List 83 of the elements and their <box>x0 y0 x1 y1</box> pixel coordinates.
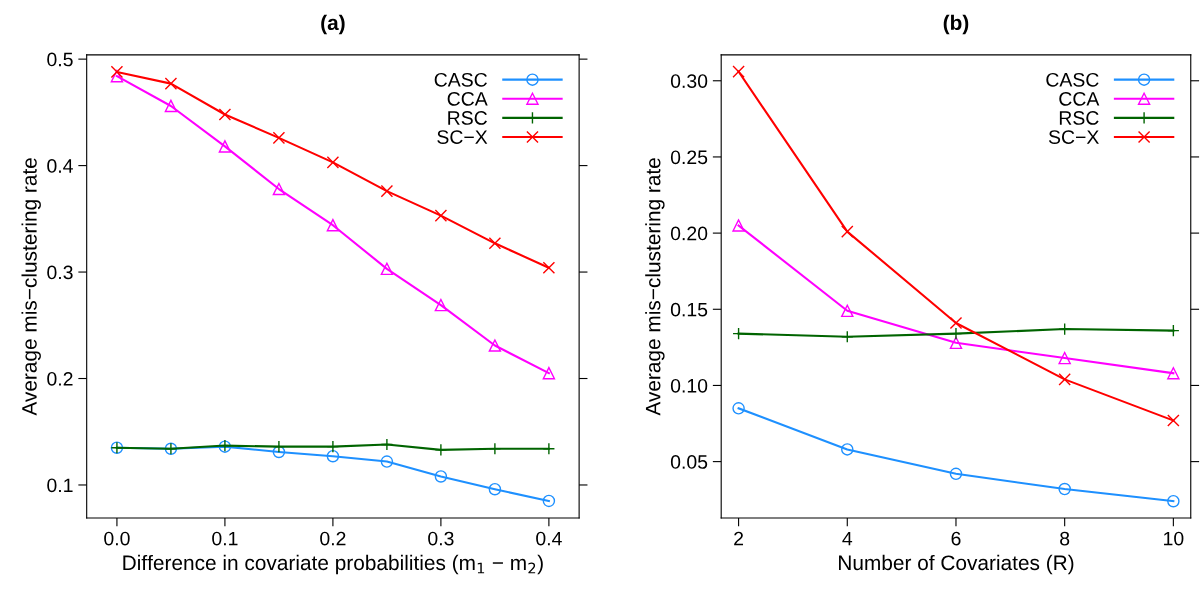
x-tick-label: 10 <box>1164 531 1184 546</box>
y-axis-title: Average mis−clustering rate <box>645 158 665 416</box>
point <box>732 402 745 415</box>
point <box>434 470 448 483</box>
point <box>272 182 286 196</box>
point <box>488 339 502 352</box>
x-tick-label: 2 <box>734 531 744 546</box>
legend-label: SC−X <box>437 130 488 144</box>
chart-title: (b) <box>943 14 969 35</box>
point <box>1167 367 1180 380</box>
point <box>164 77 178 90</box>
point <box>732 219 745 232</box>
point <box>949 327 963 340</box>
y-tick-label: 0.5 <box>47 52 73 67</box>
y-tick-label: 0.4 <box>47 159 73 173</box>
point <box>542 442 556 456</box>
point <box>542 261 556 275</box>
point <box>218 108 232 121</box>
point <box>1167 414 1180 427</box>
x-tick-label: 0.3 <box>428 531 454 546</box>
legend-label: CASC <box>1046 72 1099 87</box>
x-tick-label: 0.2 <box>320 531 346 546</box>
point <box>218 140 232 153</box>
point <box>380 455 394 468</box>
point <box>272 445 286 459</box>
point <box>488 442 502 456</box>
point <box>488 237 502 250</box>
point <box>272 131 286 145</box>
point <box>1058 373 1071 386</box>
point <box>380 438 394 451</box>
y-tick-label: 0.25 <box>670 150 708 165</box>
point <box>841 443 854 456</box>
y-tick-label: 0.15 <box>670 302 708 317</box>
point <box>326 218 340 232</box>
point <box>841 225 854 238</box>
x-tick-label: 6 <box>951 531 961 546</box>
y-tick-label: 0.1 <box>47 478 73 493</box>
legend-label: CCA <box>447 91 488 106</box>
y-tick-label: 0.2 <box>47 371 73 386</box>
point <box>1167 324 1180 337</box>
point <box>542 494 556 508</box>
point <box>1058 322 1071 336</box>
legend-label: CCA <box>1059 91 1100 106</box>
point <box>542 366 556 380</box>
y-tick-label: 0.10 <box>670 378 708 393</box>
point <box>841 304 854 318</box>
legend-label: RSC <box>1059 111 1099 125</box>
y-tick-label: 0.30 <box>670 74 708 89</box>
point <box>841 330 854 343</box>
legend-label: CASC <box>434 72 487 87</box>
point <box>326 440 340 453</box>
point <box>434 443 448 457</box>
x-tick-label: 0.0 <box>104 531 130 546</box>
point <box>1167 494 1180 508</box>
point <box>434 209 448 222</box>
point <box>380 262 394 276</box>
y-tick-label: 0.3 <box>47 265 73 280</box>
x-tick-label: 4 <box>842 531 853 546</box>
point <box>949 336 963 350</box>
point <box>488 482 502 496</box>
y-tick-label: 0.05 <box>670 455 708 469</box>
x-axis-title: Difference in covariate probabilities (m$_{1}$ − m$_{2}$) <box>123 554 543 575</box>
point <box>164 99 178 113</box>
legend-label: SC−X <box>1048 130 1099 144</box>
point <box>326 156 340 169</box>
chart-title: (a) <box>321 14 345 35</box>
legend-label: RSC <box>448 111 487 125</box>
y-axis-title: Average mis−clustering rate <box>21 158 41 416</box>
point <box>272 440 286 453</box>
point <box>949 316 963 330</box>
y-tick-label: 0.20 <box>670 226 708 241</box>
x-tick-label: 8 <box>1060 531 1070 546</box>
point <box>380 184 394 198</box>
point <box>110 65 124 79</box>
point <box>949 467 963 481</box>
point <box>1058 351 1071 365</box>
point <box>1058 482 1071 496</box>
x-axis-title: Number of Covariates (R) <box>839 554 1074 575</box>
point <box>732 65 745 78</box>
point <box>326 449 340 463</box>
x-tick-label: 0.1 <box>212 531 238 546</box>
point <box>434 298 448 312</box>
x-tick-label: 0.4 <box>536 531 562 546</box>
